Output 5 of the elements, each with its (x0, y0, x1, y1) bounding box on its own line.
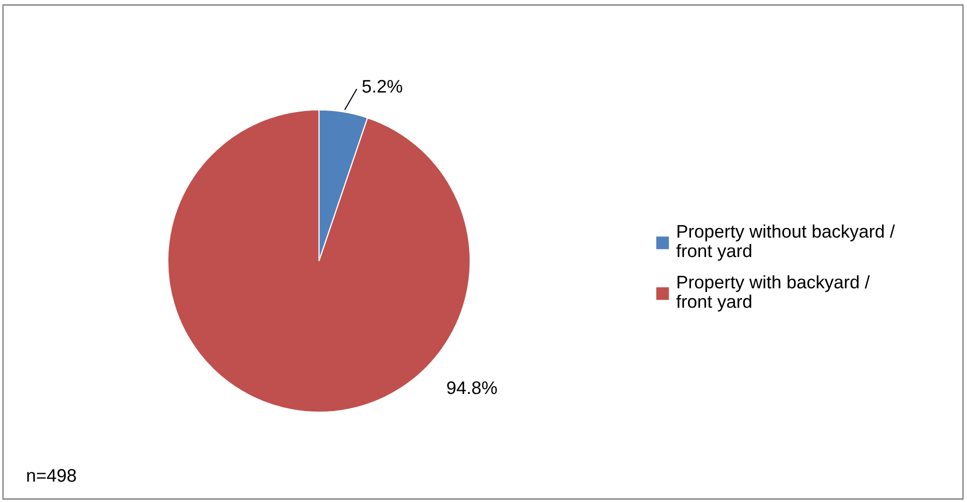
data-label: 5.2% (362, 80, 402, 93)
data-label: 94.8% (447, 381, 497, 394)
legend-label: Property without backyard / front yard (676, 224, 895, 261)
text: n=498 (27, 469, 76, 482)
legend-label: Property with backyard / front yard (676, 275, 870, 312)
